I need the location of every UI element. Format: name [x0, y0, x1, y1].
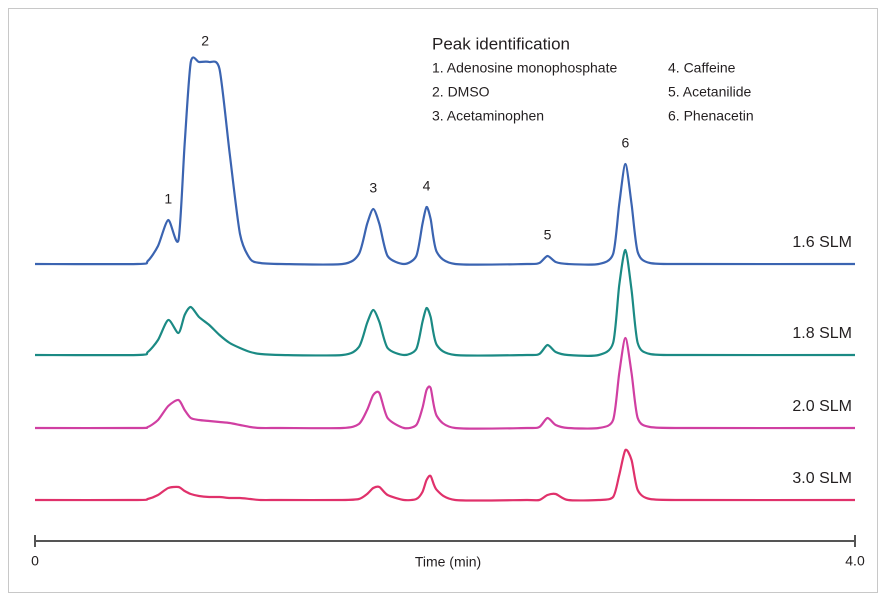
x-axis-label: Time (min) [415, 554, 481, 570]
trace [34, 56, 856, 266]
peak-label: 6 [622, 135, 630, 151]
series-label: 1.8 SLM [792, 325, 852, 342]
trace [34, 448, 856, 502]
peak-label: 4 [423, 178, 431, 194]
trace [34, 248, 856, 357]
x-tick-label: 0 [31, 553, 39, 569]
legend-item: 1. Adenosine monophosphate [432, 60, 617, 76]
legend-item: 4. Caffeine [668, 60, 736, 76]
peak-label: 5 [544, 227, 552, 243]
peak-label: 1 [164, 191, 172, 207]
series-label: 1.6 SLM [792, 234, 852, 251]
trace [34, 336, 856, 430]
peak-label: 3 [369, 180, 377, 196]
legend-item: 5. Acetanilide [668, 84, 751, 100]
x-tick-label: 4.0 [845, 553, 865, 569]
legend-title: Peak identification [432, 34, 570, 53]
series-label: 3.0 SLM [792, 470, 852, 487]
peak-label: 2 [201, 33, 209, 49]
legend-item: 3. Acetaminophen [432, 108, 544, 124]
series-label: 2.0 SLM [792, 398, 852, 415]
legend-item: 2. DMSO [432, 84, 490, 100]
legend-item: 6. Phenacetin [668, 108, 754, 124]
